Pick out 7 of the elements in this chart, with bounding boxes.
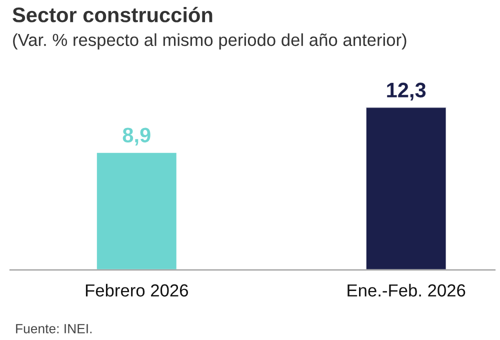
chart-subtitle: (Var. % respecto al mismo periodo del año anterior) xyxy=(13,33,406,50)
x-tick-label: Ene.-Feb. 2026 xyxy=(348,284,466,297)
data-label: 12,3 xyxy=(387,82,426,100)
chart-title: Sector construcción xyxy=(12,6,212,22)
data-label: 8,9 xyxy=(122,128,150,146)
x-tick-label: Febrero 2026 xyxy=(86,284,188,297)
source-note: Fuente: INEI. xyxy=(16,324,92,334)
